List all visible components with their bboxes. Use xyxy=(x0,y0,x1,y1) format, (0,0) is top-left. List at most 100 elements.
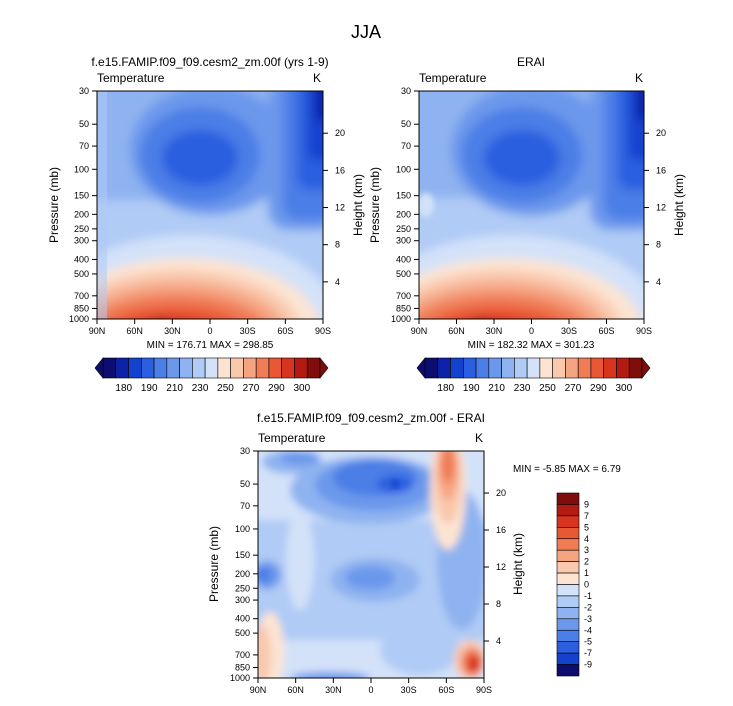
height-tick-label: 16 xyxy=(496,525,506,535)
height-tick-label: 12 xyxy=(496,562,506,572)
colorbar-label: 270 xyxy=(565,383,582,394)
pressure-tick-label: 100 xyxy=(396,164,411,174)
colorbar-label: 250 xyxy=(539,383,556,394)
panel-title: f.e15.FAMIP.f09_f09.cesm2_zm.00f - ERAI xyxy=(257,411,485,425)
latitude-tick-label: 30N xyxy=(325,685,342,695)
panel-erai: ERAI Temperature K xyxy=(368,55,686,394)
pressure-tick-label: 50 xyxy=(240,479,250,489)
temperature-field xyxy=(97,91,323,319)
pressure-tick-label: 300 xyxy=(235,595,250,605)
colorbar-swatch xyxy=(556,527,580,540)
colorbar-swatch xyxy=(475,357,490,379)
colorbar-label: 210 xyxy=(166,383,183,394)
colorbar-swatch xyxy=(166,357,180,379)
colorbar-label: 290 xyxy=(268,383,285,394)
latitude-tick-label: 30S xyxy=(561,326,577,336)
colorbar-swatch xyxy=(556,584,580,597)
latitude-tick-label: 30S xyxy=(240,326,256,336)
colorbar-label: -9 xyxy=(584,660,592,670)
colorbar-swatch xyxy=(565,357,579,379)
y-axis-label: Pressure (mb) xyxy=(368,167,382,243)
colorbar-swatch xyxy=(462,357,477,379)
colorbar-swatch xyxy=(306,357,321,379)
colorbar-label: 7 xyxy=(584,511,589,521)
colorbar-label: 4 xyxy=(584,534,589,544)
colorbar-swatch xyxy=(128,357,142,379)
panel-model: f.e15.FAMIP.f09_f09.cesm2_zm.00f (yrs 1-… xyxy=(47,55,365,394)
units-label: K xyxy=(475,431,483,445)
colorbar-label: 3 xyxy=(584,545,589,555)
height-tick-label: 12 xyxy=(656,203,666,213)
colorbar-label: -7 xyxy=(584,648,592,658)
colorbar-label: 300 xyxy=(615,383,632,394)
main-title: JJA xyxy=(351,22,381,42)
height-tick-label: 8 xyxy=(496,599,501,609)
panel-title: f.e15.FAMIP.f09_f09.cesm2_zm.00f (yrs 1-… xyxy=(91,55,328,69)
units-label: K xyxy=(313,71,321,85)
pressure-tick-label: 50 xyxy=(79,119,89,129)
colorbar-swatch xyxy=(556,549,580,562)
height-tick-label: 20 xyxy=(496,488,506,498)
colorbar-swatch xyxy=(556,572,580,585)
colorbar-label: 180 xyxy=(437,383,454,394)
colorbar-label: -5 xyxy=(584,637,592,647)
pressure-tick-label: 850 xyxy=(235,662,250,672)
pressure-tick-label: 70 xyxy=(79,141,89,151)
latitude-tick-label: 60S xyxy=(598,326,614,336)
colorbar-swatch xyxy=(243,357,257,379)
height-tick-label: 8 xyxy=(335,240,340,250)
colorbar-over-arrow xyxy=(319,357,329,379)
colorbar-label: 300 xyxy=(293,383,310,394)
colorbar-swatch xyxy=(556,618,580,631)
units-label: K xyxy=(635,71,643,85)
colorbar-label: 230 xyxy=(192,383,209,394)
latitude-tick-label: 60N xyxy=(126,326,143,336)
pressure-tick-label: 250 xyxy=(74,224,89,234)
pressure-tick-label: 1000 xyxy=(391,314,411,324)
pressure-tick-label: 30 xyxy=(401,86,411,96)
temperature-field xyxy=(419,91,644,319)
latitude-tick-label: 30N xyxy=(164,326,181,336)
pressure-tick-label: 200 xyxy=(235,569,250,579)
y2-axis-label: Height (km) xyxy=(511,533,525,595)
panel-difference: f.e15.FAMIP.f09_f09.cesm2_zm.00f - ERAI … xyxy=(207,411,621,695)
height-tick-label: 16 xyxy=(335,165,345,175)
latitude-tick-label: 60S xyxy=(438,685,454,695)
pressure-tick-label: 30 xyxy=(79,86,89,96)
pressure-tick-label: 300 xyxy=(74,236,89,246)
latitude-tick-label: 90N xyxy=(89,326,106,336)
variable-label: Temperature xyxy=(419,71,487,85)
panel-title: ERAI xyxy=(517,55,545,69)
latitude-tick-label: 0 xyxy=(529,326,534,336)
colorbar-swatch xyxy=(556,515,580,528)
pressure-tick-label: 250 xyxy=(396,224,411,234)
pressure-tick-label: 250 xyxy=(235,583,250,593)
colorbar-swatch xyxy=(217,357,231,379)
colorbar: 180 190 210 230 250 270 290 300 xyxy=(94,357,329,394)
colorbar-swatch xyxy=(102,357,117,379)
colorbar-label: 9 xyxy=(584,499,589,509)
pressure-tick-label: 700 xyxy=(235,650,250,660)
colorbar-swatch xyxy=(179,357,193,379)
colorbar-swatch xyxy=(204,357,219,379)
pressure-tick-label: 1000 xyxy=(69,314,89,324)
height-tick-label: 8 xyxy=(656,240,661,250)
variable-label: Temperature xyxy=(97,71,165,85)
min-max-label: MIN = 182.32 MAX = 301.23 xyxy=(468,340,595,351)
colorbar-swatch xyxy=(552,357,566,379)
pressure-tick-label: 200 xyxy=(74,209,89,219)
colorbar-label: 270 xyxy=(243,383,260,394)
colorbar-label: -1 xyxy=(584,591,592,601)
colorbar-swatch xyxy=(255,357,270,379)
colorbar-swatch xyxy=(281,357,295,379)
latitude-tick-label: 60S xyxy=(277,326,293,336)
colorbar-swatch xyxy=(437,357,451,379)
y-axis-label: Pressure (mb) xyxy=(207,526,221,602)
colorbar-label: 0 xyxy=(584,580,589,590)
colorbar-swatch xyxy=(294,357,308,379)
colorbar-label: -3 xyxy=(584,614,592,624)
pressure-tick-label: 150 xyxy=(396,191,411,201)
